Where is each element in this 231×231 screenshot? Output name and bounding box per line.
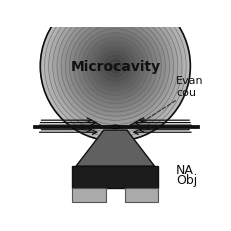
- Circle shape: [94, 46, 136, 88]
- Circle shape: [98, 50, 131, 83]
- Circle shape: [86, 38, 144, 96]
- Circle shape: [77, 30, 152, 104]
- Circle shape: [49, 0, 181, 133]
- Bar: [125, 188, 158, 202]
- Text: Microcavity: Microcavity: [70, 60, 160, 74]
- Circle shape: [102, 54, 127, 79]
- Circle shape: [44, 0, 185, 137]
- Circle shape: [73, 25, 156, 108]
- Text: cou: cou: [175, 88, 195, 98]
- Circle shape: [53, 5, 177, 129]
- Circle shape: [65, 17, 165, 117]
- Bar: [72, 167, 158, 188]
- Bar: [33, 126, 198, 129]
- Circle shape: [40, 0, 190, 142]
- Bar: [72, 188, 105, 202]
- Text: Obj: Obj: [175, 173, 196, 186]
- Ellipse shape: [110, 125, 119, 129]
- Circle shape: [90, 42, 140, 92]
- Circle shape: [61, 13, 169, 121]
- Circle shape: [106, 58, 123, 75]
- Text: Evan: Evan: [175, 76, 203, 86]
- Circle shape: [82, 34, 148, 100]
- Circle shape: [69, 21, 161, 112]
- Circle shape: [57, 9, 173, 125]
- Text: NA: NA: [175, 164, 193, 176]
- Polygon shape: [76, 131, 154, 167]
- Circle shape: [111, 63, 119, 71]
